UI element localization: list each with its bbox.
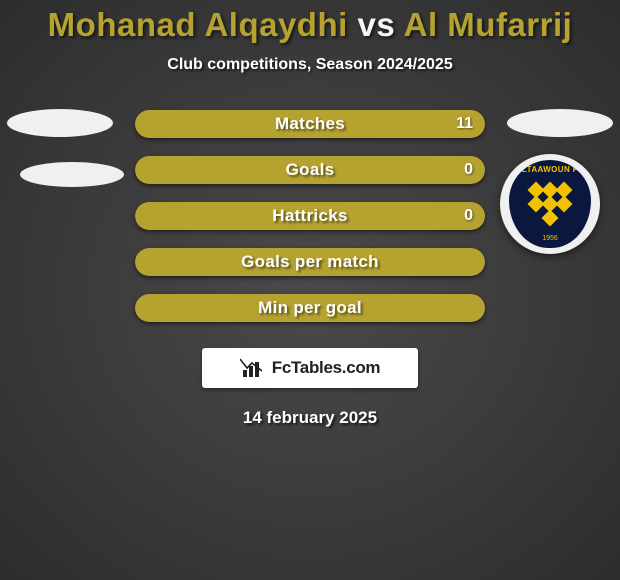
title-player1: Mohanad Alqaydhi: [48, 6, 348, 43]
stat-bar: Matches11: [135, 110, 485, 138]
subtitle: Club competitions, Season 2024/2025: [167, 56, 452, 74]
stat-bar-label: Matches: [135, 110, 485, 138]
source-logo-text: FcTables.com: [272, 358, 381, 378]
stat-bars: Matches11Goals0Hattricks0Goals per match…: [135, 110, 485, 322]
title-player2: Al Mufarrij: [404, 6, 573, 43]
stat-bar: Goals0: [135, 156, 485, 184]
page-title: Mohanad Alqaydhi vs Al Mufarrij: [48, 6, 573, 44]
stat-bar: Goals per match: [135, 248, 485, 276]
crest-year: 1956: [540, 235, 560, 242]
player1-avatar-placeholder: [7, 109, 113, 137]
player2-club-crest: ALTAAWOUN FC 1956: [500, 154, 600, 254]
crest-label: ALTAAWOUN FC: [509, 165, 591, 174]
date-text: 14 february 2025: [0, 408, 620, 428]
source-logo: FcTables.com: [202, 348, 418, 388]
crest-ball-icon: [525, 179, 575, 229]
stat-bar-label: Goals per match: [135, 248, 485, 276]
player2-avatar-placeholder: [507, 109, 613, 137]
stat-bar-value-right: 0: [464, 202, 473, 230]
stat-bar-value-right: 11: [456, 110, 473, 138]
stat-bar: Min per goal: [135, 294, 485, 322]
stat-bar-label: Min per goal: [135, 294, 485, 322]
title-vs: vs: [357, 6, 395, 43]
stat-bar-label: Goals: [135, 156, 485, 184]
stat-bar-label: Hattricks: [135, 202, 485, 230]
stat-bar-value-right: 0: [464, 156, 473, 184]
player1-club-placeholder: [20, 162, 124, 187]
barchart-icon: [240, 357, 266, 379]
stat-bar: Hattricks0: [135, 202, 485, 230]
stats-area: ALTAAWOUN FC 1956 Matches11Goals0Hattric…: [0, 110, 620, 428]
